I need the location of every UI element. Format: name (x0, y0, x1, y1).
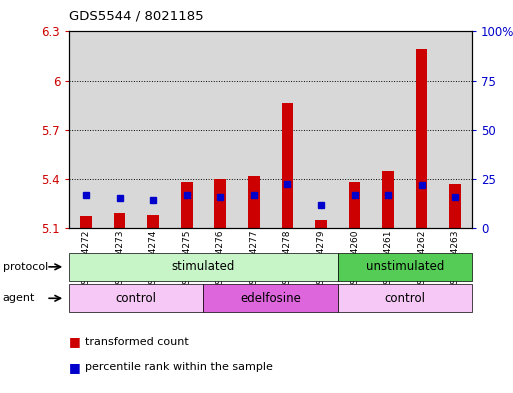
Bar (204, 31, 237, 228)
Bar (181, 182, 192, 228)
Bar (136, 31, 170, 228)
Bar (170, 31, 204, 228)
Bar (371, 31, 405, 228)
Bar (282, 103, 293, 228)
Bar (304, 31, 338, 228)
Text: percentile rank within the sample: percentile rank within the sample (85, 362, 272, 373)
Bar (248, 176, 260, 228)
Text: protocol: protocol (3, 262, 48, 272)
Bar (349, 182, 360, 228)
Bar (103, 31, 136, 228)
Bar (114, 213, 126, 228)
Bar (237, 31, 271, 228)
Text: ■: ■ (69, 361, 81, 374)
Text: control: control (384, 292, 425, 305)
Text: stimulated: stimulated (172, 260, 235, 274)
Bar (439, 31, 472, 228)
Bar (214, 179, 226, 228)
Bar (416, 50, 427, 228)
Text: ■: ■ (69, 335, 81, 349)
Bar (338, 31, 371, 228)
Text: control: control (116, 292, 157, 305)
Bar (449, 184, 461, 228)
Bar (338, 284, 472, 312)
Bar (69, 253, 338, 281)
Bar (315, 220, 327, 228)
Bar (69, 31, 103, 228)
Text: edelfosine: edelfosine (240, 292, 301, 305)
Bar (80, 217, 92, 228)
Bar (271, 31, 304, 228)
Bar (204, 284, 338, 312)
Text: GDS5544 / 8021185: GDS5544 / 8021185 (69, 10, 204, 23)
Bar (338, 253, 472, 281)
Bar (147, 215, 159, 228)
Bar (405, 31, 439, 228)
Bar (69, 284, 204, 312)
Bar (382, 171, 394, 228)
Text: agent: agent (3, 293, 35, 303)
Text: unstimulated: unstimulated (366, 260, 444, 274)
Text: transformed count: transformed count (85, 337, 188, 347)
